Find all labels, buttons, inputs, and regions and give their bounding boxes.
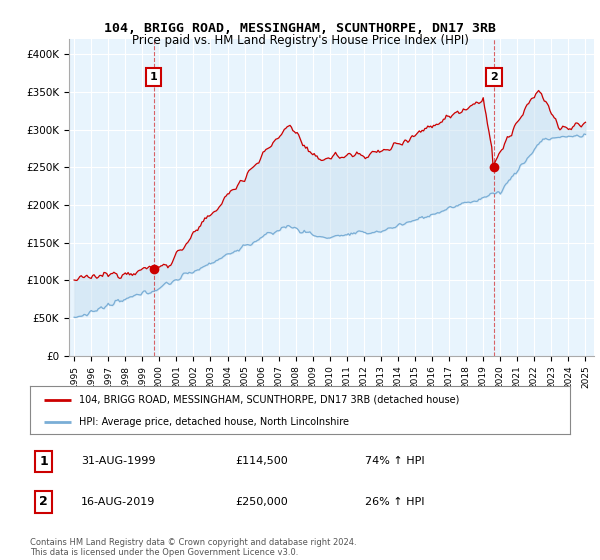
Text: 16-AUG-2019: 16-AUG-2019 <box>82 497 155 507</box>
Text: HPI: Average price, detached house, North Lincolnshire: HPI: Average price, detached house, Nort… <box>79 417 349 427</box>
Text: 2: 2 <box>490 72 497 82</box>
Text: 1: 1 <box>39 455 48 468</box>
Text: 26% ↑ HPI: 26% ↑ HPI <box>365 497 424 507</box>
Text: 74% ↑ HPI: 74% ↑ HPI <box>365 456 424 466</box>
Text: 104, BRIGG ROAD, MESSINGHAM, SCUNTHORPE, DN17 3RB (detached house): 104, BRIGG ROAD, MESSINGHAM, SCUNTHORPE,… <box>79 395 459 405</box>
Text: Price paid vs. HM Land Registry's House Price Index (HPI): Price paid vs. HM Land Registry's House … <box>131 34 469 46</box>
Text: £250,000: £250,000 <box>235 497 288 507</box>
Text: 104, BRIGG ROAD, MESSINGHAM, SCUNTHORPE, DN17 3RB: 104, BRIGG ROAD, MESSINGHAM, SCUNTHORPE,… <box>104 22 496 35</box>
Text: 31-AUG-1999: 31-AUG-1999 <box>82 456 156 466</box>
Text: Contains HM Land Registry data © Crown copyright and database right 2024.
This d: Contains HM Land Registry data © Crown c… <box>30 538 356 557</box>
Text: 1: 1 <box>150 72 158 82</box>
Text: 2: 2 <box>39 495 48 508</box>
Text: £114,500: £114,500 <box>235 456 288 466</box>
